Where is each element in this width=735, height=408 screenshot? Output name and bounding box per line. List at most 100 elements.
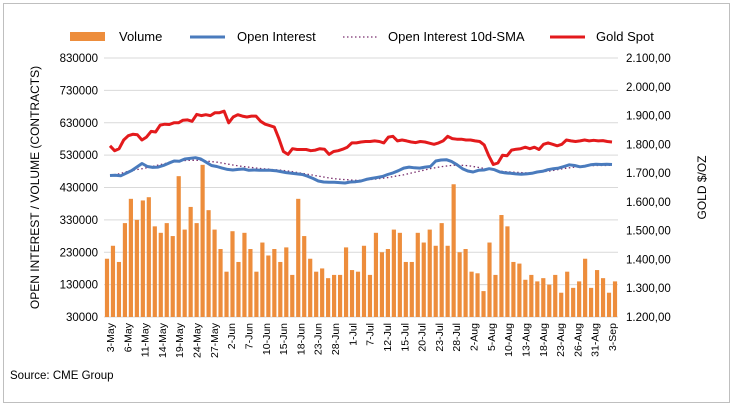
volume-bar bbox=[320, 268, 325, 317]
x-tick-label: 3-May bbox=[105, 322, 117, 352]
y-left-tick-label: 730000 bbox=[60, 85, 98, 97]
volume-bar bbox=[128, 198, 133, 317]
volume-bar bbox=[194, 223, 199, 317]
volume-bar bbox=[421, 242, 426, 317]
volume-bar bbox=[284, 247, 289, 317]
x-tick-label: 2-Jun bbox=[226, 323, 238, 349]
y-right-tick-label: 1.600,00 bbox=[626, 197, 671, 209]
volume-bar bbox=[439, 223, 444, 317]
x-tick-label: 1-Jul bbox=[347, 323, 359, 346]
chart-frame bbox=[3, 3, 730, 403]
legend-label-sma: Open Interest 10d-SMA bbox=[388, 29, 525, 44]
volume-bar bbox=[188, 206, 193, 317]
volume-bar bbox=[559, 292, 564, 317]
y-left-tick-label: 30000 bbox=[66, 312, 98, 324]
volume-bar bbox=[260, 242, 265, 317]
volume-bar bbox=[529, 274, 534, 317]
y-left-tick-label: 430000 bbox=[60, 183, 98, 195]
x-tick-label: 31-Aug bbox=[590, 323, 602, 357]
y-left-tick-label: 630000 bbox=[60, 118, 98, 130]
volume-bar bbox=[481, 291, 486, 317]
volume-bar bbox=[308, 258, 313, 317]
volume-bar bbox=[427, 229, 432, 317]
volume-bar bbox=[182, 229, 187, 317]
volume-bar bbox=[457, 252, 462, 317]
legend-label-volume: Volume bbox=[119, 29, 162, 44]
volume-bar bbox=[176, 176, 181, 317]
volume-bar bbox=[493, 274, 498, 317]
volume-bar bbox=[433, 245, 438, 317]
y-right-axis-title: GOLD $/OZ bbox=[695, 155, 709, 219]
x-tick-label: 3-Sep bbox=[607, 323, 619, 351]
volume-bar bbox=[499, 215, 504, 317]
volume-bar bbox=[451, 184, 456, 317]
x-tick-label: 13-Aug bbox=[520, 323, 532, 357]
volume-bar bbox=[290, 274, 295, 317]
volume-bar bbox=[403, 261, 408, 317]
y-right-tick-label: 1.500,00 bbox=[626, 226, 671, 238]
series-open-interest-sma bbox=[109, 159, 613, 182]
y-right-tick-label: 2.000,00 bbox=[626, 82, 671, 94]
x-tick-label: 6-May bbox=[122, 322, 134, 352]
x-tick-label: 14-May bbox=[157, 322, 169, 358]
source-note: Source: CME Group bbox=[10, 370, 114, 382]
x-tick-label: 26-Aug bbox=[572, 323, 584, 357]
y-left-tick-label: 530000 bbox=[60, 150, 98, 162]
volume-bar bbox=[236, 261, 241, 317]
volume-bar bbox=[355, 271, 361, 317]
volume-bar bbox=[589, 287, 594, 317]
volume-bar bbox=[397, 232, 402, 317]
volume-bar bbox=[553, 274, 558, 317]
volume-bar bbox=[463, 249, 468, 317]
x-tick-label: 23-Jul bbox=[434, 323, 446, 352]
volume-bar bbox=[577, 281, 582, 317]
x-tick-label: 11-May bbox=[140, 322, 152, 357]
y-left-tick-label: 130000 bbox=[60, 280, 98, 292]
volume-bar bbox=[379, 252, 385, 317]
volume-bar bbox=[505, 226, 510, 317]
volume-bar bbox=[361, 245, 367, 317]
volume-bar bbox=[164, 223, 169, 317]
volume-bar bbox=[266, 255, 271, 317]
volume-bar bbox=[349, 270, 355, 317]
x-tick-label: 5-Aug bbox=[486, 323, 498, 351]
x-tick-label: 12-Jul bbox=[382, 323, 394, 352]
x-tick-label: 20-Jul bbox=[417, 323, 429, 352]
x-tick-label: 7-Jun bbox=[244, 323, 256, 349]
volume-bar bbox=[242, 232, 247, 317]
y-right-tick-label: 1.700,00 bbox=[626, 168, 671, 180]
volume-bar bbox=[612, 281, 618, 317]
x-tick-label: 10-Jun bbox=[261, 323, 273, 355]
x-tick-label: 28-Jun bbox=[330, 323, 342, 355]
x-tick-label: 28-Jul bbox=[451, 323, 463, 352]
volume-bar bbox=[218, 249, 223, 317]
volume-bar bbox=[230, 231, 235, 317]
volume-bar bbox=[337, 274, 343, 317]
volume-bar bbox=[140, 200, 145, 317]
y-right-tick-label: 1.400,00 bbox=[626, 254, 671, 266]
volume-bar bbox=[332, 274, 337, 317]
volume-bar bbox=[248, 249, 253, 317]
series-open-interest bbox=[109, 156, 613, 185]
volume-bar bbox=[212, 229, 217, 317]
series-gold-spot bbox=[108, 109, 613, 166]
volume-bar bbox=[565, 271, 570, 317]
x-tick-label: 23-Aug bbox=[555, 323, 567, 357]
x-tick-label: 10-Aug bbox=[503, 323, 515, 357]
legend-swatch-volume bbox=[70, 32, 105, 41]
y-left-axis-title: OPEN INTEREST / VOLUME (CONTRACTS) bbox=[28, 66, 42, 309]
volume-bar bbox=[278, 261, 283, 317]
y-left-tick-label: 230000 bbox=[60, 247, 98, 259]
x-tick-label: 19-May bbox=[174, 322, 186, 358]
volume-bar bbox=[523, 279, 528, 317]
volume-bar bbox=[272, 249, 277, 317]
x-tick-label: 18-Aug bbox=[538, 323, 550, 357]
volume-bar bbox=[116, 261, 122, 317]
x-tick-label: 15-Jul bbox=[399, 323, 411, 352]
y-right-tick-label: 1.200,00 bbox=[626, 312, 671, 324]
volume-bar bbox=[517, 263, 522, 317]
x-tick-label: 24-May bbox=[192, 322, 204, 358]
volume-bar bbox=[469, 271, 474, 317]
y-right-tick-label: 1.300,00 bbox=[626, 283, 671, 295]
volume-bar bbox=[475, 273, 480, 317]
